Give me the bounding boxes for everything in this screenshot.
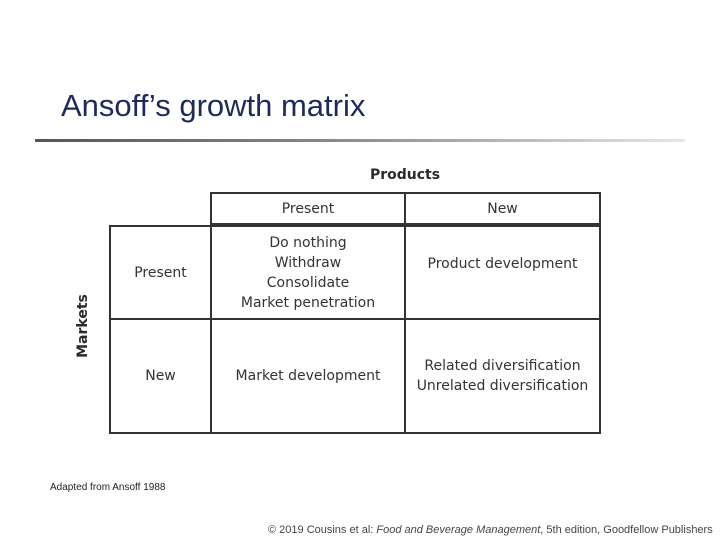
column-header-present-label: Present bbox=[281, 200, 335, 217]
row-header-new: New bbox=[111, 320, 210, 432]
column-header-new-label: New bbox=[487, 200, 518, 217]
copyright-suffix: , 5th edition, Goodfellow Publishers bbox=[540, 524, 713, 536]
row-header-present-label: Present bbox=[134, 264, 187, 281]
cell-product-development-text: Product development bbox=[427, 255, 578, 272]
cell-diversification-text: Related diversification Unrelated divers… bbox=[416, 358, 589, 394]
column-header-new: New bbox=[406, 194, 599, 223]
markets-axis-label: Markets bbox=[75, 294, 91, 358]
row-header-present: Present bbox=[111, 227, 210, 318]
row-header-new-label: New bbox=[145, 368, 176, 384]
grid-divider-horizontal bbox=[109, 318, 601, 320]
grid-divider-middle bbox=[404, 225, 406, 434]
cell-diversification: Related diversification Unrelated divers… bbox=[406, 320, 599, 432]
cell-market-development: Market development bbox=[212, 320, 404, 432]
title-underline bbox=[35, 139, 685, 142]
matrix-grid-box bbox=[109, 225, 601, 434]
column-header-present: Present bbox=[212, 194, 404, 223]
cell-product-development: Product development bbox=[406, 227, 599, 300]
copyright-footer: © 2019 Cousins et al: Food and Beverage … bbox=[268, 524, 713, 536]
cell-market-penetration: Do nothing Withdraw Consolidate Market p… bbox=[212, 227, 404, 318]
column-header-divider bbox=[404, 192, 406, 225]
book-title: Food and Beverage Management bbox=[376, 524, 541, 536]
page-title: Ansoff’s growth matrix bbox=[61, 88, 366, 123]
cell-market-development-text: Market development bbox=[235, 368, 381, 384]
source-note: Adapted from Ansoff 1988 bbox=[50, 482, 166, 493]
grid-divider-left bbox=[210, 225, 212, 434]
cell-market-penetration-text: Do nothing Withdraw Consolidate Market p… bbox=[240, 234, 376, 311]
copyright-prefix: © 2019 Cousins et al: bbox=[268, 524, 377, 536]
products-axis-label: Products bbox=[369, 167, 441, 183]
